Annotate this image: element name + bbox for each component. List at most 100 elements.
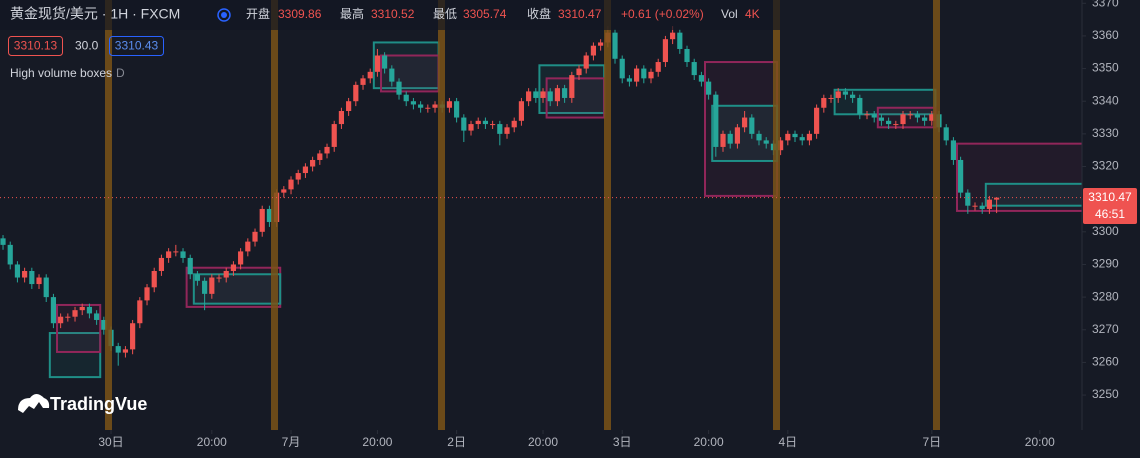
candle-body [569,75,575,98]
candle-body [922,117,928,121]
candle-body [828,97,834,99]
watermark: TradingVue [18,394,147,414]
x-tick-label: 20:00 [528,435,558,449]
candle-body [396,81,402,95]
candle-body [648,71,654,79]
candle-body [288,179,294,190]
candle-body [65,316,71,318]
high-value: 3310.52 [371,7,415,21]
candle-body [799,137,805,141]
y-tick-label: 3290 [1092,257,1119,271]
candle-body [576,68,582,76]
candle-body [36,277,42,285]
candle-body [814,107,820,134]
candle-body [122,349,129,353]
candle-body [259,208,265,232]
volume-box [984,182,1082,207]
candle-body [29,270,35,285]
x-tick-label: 2日 [447,435,466,449]
countdown: 46:51 [1095,207,1125,221]
candle-body [446,101,453,108]
session-marker [271,0,278,430]
candle-body [331,124,337,147]
candle-body [886,120,892,125]
candle-body [209,277,215,294]
candle-body [43,277,49,298]
y-tick-label: 3320 [1092,159,1119,173]
candle-body [626,78,633,82]
price-tag: 3310.47 46:51 [1083,188,1137,224]
candle-body [223,270,229,278]
candle-body [504,127,510,134]
open-label: 开盘 [246,6,270,21]
indicator-title: High volume boxes [10,66,112,80]
candle-body [144,287,150,301]
status-dot [221,12,227,18]
x-tick-label: 4日 [778,435,797,449]
candle-body [511,120,517,128]
candle-body [482,120,489,125]
candle-body [526,91,532,102]
candle-body [749,117,755,134]
candle-body [410,101,417,105]
candle-body [554,88,561,102]
y-tick-label: 3360 [1092,28,1119,42]
candle-body [14,264,21,278]
x-tick-label: 30日 [98,435,123,449]
candle-body [238,251,244,265]
candle-body [374,55,381,72]
y-tick-label: 3270 [1092,322,1119,336]
candle-body [382,55,388,69]
candle-body [22,270,28,278]
candle-body [986,199,993,209]
candle-body [317,153,323,160]
open-value: 3309.86 [278,7,322,21]
close-value: 3310.47 [558,7,602,21]
candle-body [425,107,431,109]
candle-body [216,277,222,279]
candle-body [943,127,949,141]
candle-body [310,159,316,167]
y-tick-label: 3350 [1092,61,1119,75]
high-label: 最高 [340,6,364,21]
candle-body [655,62,661,72]
y-tick-label: 3260 [1092,355,1119,369]
price-tag-value: 3310.47 [1088,190,1132,204]
candles [0,26,1000,366]
y-axis: 3250326032703280329033003310332033303340… [1082,0,1119,401]
candle-body [130,323,136,350]
y-tick-label: 3340 [1092,93,1119,107]
close-label: 收盘 [527,6,551,21]
candle-body [950,140,957,160]
candle-body [907,114,913,116]
candle-body [763,140,769,144]
candle-body [202,280,208,294]
candle-body [346,101,352,112]
candle-body [547,91,553,102]
candle-body [900,114,906,125]
candle-body [590,45,597,56]
indicator-value: 3310.13 [14,39,58,53]
candle-body [194,274,201,281]
candle-body [778,140,784,151]
candle-body [583,55,589,69]
candle-body [878,117,885,121]
candle-body [713,94,719,147]
candle-body [173,251,179,253]
candle-body [137,300,143,324]
candle-body [756,133,762,141]
indicator-box[interactable] [109,36,164,56]
x-tick-label: 20:00 [694,435,724,449]
session-marker [604,0,611,430]
candle-body [454,101,460,118]
candle-body [670,32,676,40]
candle-body [389,68,395,82]
y-tick-label: 3370 [1092,0,1119,9]
volume-label: Vol [721,7,738,21]
indicator-box[interactable] [8,36,63,56]
candle-body [533,91,539,98]
candle-body [418,104,424,108]
volume-box [833,88,937,116]
volume-box [48,332,102,379]
x-tick-label: 20:00 [362,435,392,449]
